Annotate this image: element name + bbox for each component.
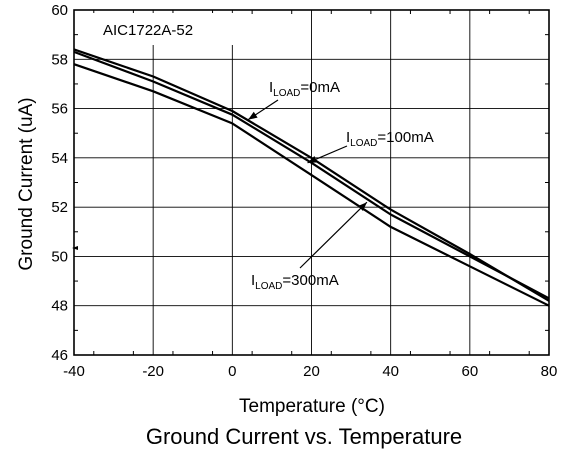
y-tick-label: 48: [51, 298, 68, 315]
plot-frame: [73, 9, 550, 356]
y-tick-label: 52: [51, 199, 68, 216]
y-tick-label: 46: [51, 347, 68, 364]
annotation-arrowhead: [248, 111, 258, 120]
chip-label-box: AIC1722A-52: [90, 13, 235, 45]
series-line-2: [73, 63, 550, 307]
grid: [74, 10, 549, 355]
y-tick-label: 56: [51, 101, 68, 118]
axis-marker: [72, 246, 78, 250]
y-tick-label: 58: [51, 51, 68, 68]
series-line-0: [73, 48, 550, 302]
y-tick-labels: 46 48 50 52 54 56 58 60: [51, 2, 68, 364]
y-axis-title: Ground Current (uA): [16, 97, 37, 270]
chip-label: AIC1722A-52: [103, 22, 193, 39]
x-tick-label: -40: [63, 363, 85, 380]
y-tick-label: 60: [51, 2, 68, 19]
x-tick-label: 40: [382, 363, 399, 380]
series-label-1: ILOAD=100mA: [346, 129, 434, 149]
x-tick-labels: -40 -20 0 20 40 60 80: [63, 363, 557, 380]
series-label-2: ILOAD=300mA: [251, 272, 339, 292]
x-tick-label: 60: [461, 363, 478, 380]
annotation-arrowhead: [358, 202, 367, 212]
x-tick-label: 80: [541, 363, 558, 380]
series-lines: [73, 48, 550, 307]
y-tick-label: 54: [51, 150, 68, 167]
x-tick-label: 0: [228, 363, 236, 380]
series-annotations: ILOAD=0mA ILOAD=100mA ILOAD=300mA: [72, 79, 434, 292]
x-tick-label: -20: [142, 363, 164, 380]
series-line-1: [73, 50, 550, 300]
y-tick-label: 50: [51, 248, 68, 265]
annotation-leader: [299, 201, 368, 269]
series-label-0: ILOAD=0mA: [269, 79, 340, 99]
chart-title: Ground Current vs. Temperature: [146, 424, 462, 449]
annotation-arrowhead: [307, 156, 318, 163]
x-axis-title: Temperature (°C): [239, 396, 385, 417]
x-tick-label: 20: [303, 363, 320, 380]
